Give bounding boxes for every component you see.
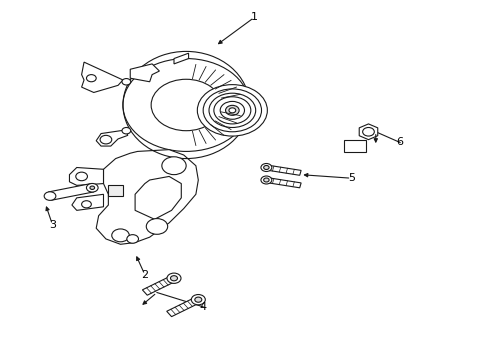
Circle shape xyxy=(146,219,167,234)
Polygon shape xyxy=(265,165,301,175)
Circle shape xyxy=(170,276,177,281)
Circle shape xyxy=(86,184,98,192)
Polygon shape xyxy=(69,167,103,185)
Circle shape xyxy=(100,135,112,144)
Polygon shape xyxy=(130,64,159,82)
Polygon shape xyxy=(166,297,201,317)
Circle shape xyxy=(81,201,91,208)
Circle shape xyxy=(208,93,255,127)
Polygon shape xyxy=(108,185,122,196)
Text: 4: 4 xyxy=(199,302,206,312)
Circle shape xyxy=(126,235,138,243)
Circle shape xyxy=(76,172,87,181)
Polygon shape xyxy=(142,275,176,295)
Circle shape xyxy=(228,108,235,113)
Circle shape xyxy=(86,75,96,82)
Text: 3: 3 xyxy=(49,220,56,230)
Polygon shape xyxy=(174,53,188,64)
Circle shape xyxy=(122,127,130,134)
Circle shape xyxy=(261,163,271,171)
Circle shape xyxy=(263,166,268,170)
Polygon shape xyxy=(344,140,365,152)
Polygon shape xyxy=(48,184,94,200)
Circle shape xyxy=(203,89,261,132)
Circle shape xyxy=(122,59,249,152)
Circle shape xyxy=(213,97,250,124)
Circle shape xyxy=(122,78,130,85)
Polygon shape xyxy=(72,194,103,210)
Circle shape xyxy=(362,127,373,136)
Circle shape xyxy=(151,79,221,131)
Text: 6: 6 xyxy=(396,138,403,148)
Circle shape xyxy=(162,157,186,175)
Polygon shape xyxy=(265,177,301,188)
Polygon shape xyxy=(135,176,181,219)
Polygon shape xyxy=(96,130,127,146)
Circle shape xyxy=(197,85,267,136)
Circle shape xyxy=(220,102,244,119)
Circle shape xyxy=(261,176,271,184)
Circle shape xyxy=(225,105,239,115)
Polygon shape xyxy=(359,124,377,140)
Text: 1: 1 xyxy=(250,13,257,22)
Circle shape xyxy=(90,186,94,189)
Text: 2: 2 xyxy=(141,270,148,280)
Circle shape xyxy=(194,297,202,302)
Text: 5: 5 xyxy=(347,173,354,183)
Polygon shape xyxy=(81,62,122,93)
Circle shape xyxy=(167,273,181,283)
Polygon shape xyxy=(96,150,198,244)
Circle shape xyxy=(191,294,205,305)
Circle shape xyxy=(112,229,129,242)
Circle shape xyxy=(44,192,56,201)
Circle shape xyxy=(263,178,268,182)
